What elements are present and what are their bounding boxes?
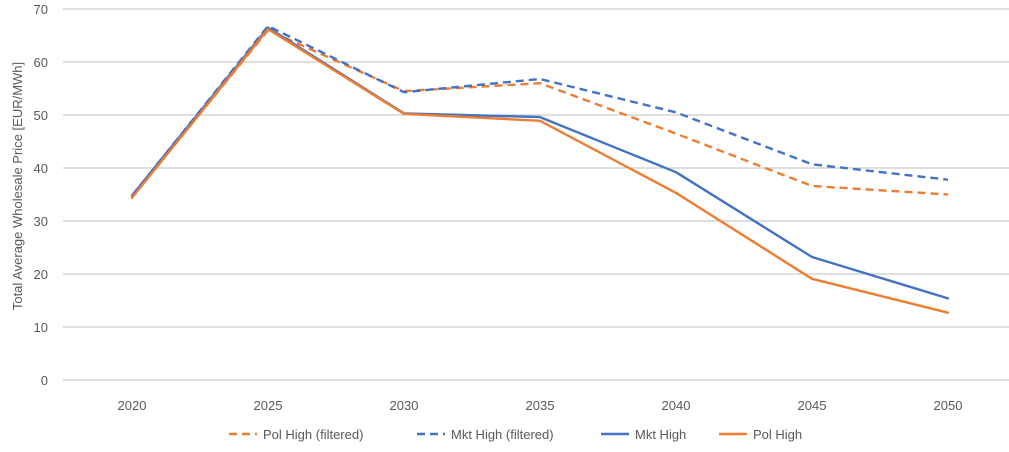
y-tick-label: 0: [41, 373, 48, 388]
legend-label: Mkt High (filtered): [451, 427, 554, 442]
y-tick-label: 10: [34, 320, 48, 335]
x-tick-label: 2025: [254, 398, 283, 413]
series-line: [131, 29, 949, 198]
y-tick-label: 60: [34, 55, 48, 70]
x-tick-label: 2035: [526, 398, 555, 413]
y-tick-label: 20: [34, 267, 48, 282]
x-tick-label: 2045: [798, 398, 827, 413]
y-tick-label: 30: [34, 214, 48, 229]
y-tick-label: 70: [34, 2, 48, 17]
legend-label: Pol High: [753, 427, 802, 442]
gridlines: [63, 8, 1009, 328]
x-tick-label: 2040: [662, 398, 691, 413]
x-tick-label: 2020: [118, 398, 147, 413]
y-tick-label: 40: [34, 161, 48, 176]
y-tick-label: 50: [34, 108, 48, 123]
legend-label: Mkt High: [635, 427, 686, 442]
legend: Pol High (filtered) Mkt High (filtered) Mk…: [229, 427, 802, 442]
series-lines: [130, 24, 950, 314]
series-line: [131, 24, 949, 197]
series-line: [130, 26, 950, 300]
x-tick-label: 2030: [390, 398, 419, 413]
x-tick-label: 2050: [934, 398, 963, 413]
series-line: [130, 27, 950, 314]
legend-label: Pol High (filtered): [263, 427, 363, 442]
y-axis-title: Total Average Wholesale Price [EUR/MWh]: [10, 62, 25, 310]
